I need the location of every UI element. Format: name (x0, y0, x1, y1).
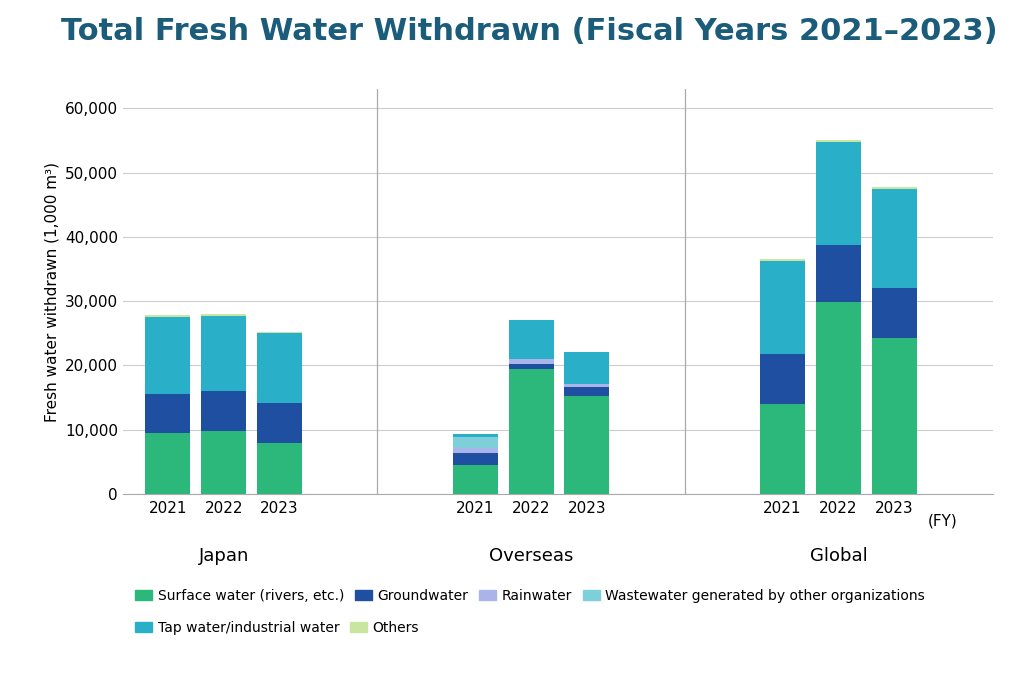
Bar (257, 333, 302, 403)
Bar (257, 332, 302, 333)
Bar (760, 404, 805, 494)
Bar (453, 465, 498, 494)
Bar (871, 338, 916, 494)
Text: Overseas: Overseas (488, 547, 573, 565)
Bar (257, 443, 302, 494)
Bar (453, 434, 498, 438)
Bar (145, 316, 190, 317)
Bar (145, 433, 190, 494)
Bar (871, 287, 916, 338)
Bar (145, 317, 190, 394)
Bar (257, 403, 302, 443)
Y-axis label: Fresh water withdrawn (1,000 m³): Fresh water withdrawn (1,000 m³) (44, 161, 59, 422)
Text: Global: Global (810, 547, 867, 565)
Text: (FY): (FY) (928, 513, 957, 528)
Bar (202, 391, 246, 431)
Bar (509, 368, 554, 494)
Bar (509, 359, 554, 364)
Bar (871, 189, 916, 287)
Bar (145, 394, 190, 433)
Bar (509, 320, 554, 359)
Bar (871, 187, 916, 189)
Bar (564, 384, 609, 388)
Bar (202, 316, 246, 391)
Bar (564, 388, 609, 397)
Bar (760, 259, 805, 261)
Bar (453, 453, 498, 465)
Legend: Tap water/industrial water, Others: Tap water/industrial water, Others (130, 615, 425, 641)
Bar (202, 431, 246, 494)
Bar (509, 364, 554, 368)
Bar (760, 354, 805, 404)
Bar (816, 140, 861, 142)
Text: Japan: Japan (199, 547, 249, 565)
Bar (202, 314, 246, 316)
Bar (760, 261, 805, 354)
Bar (453, 438, 498, 449)
Bar (816, 142, 861, 245)
Bar (816, 245, 861, 303)
Bar (453, 449, 498, 453)
Bar (564, 397, 609, 494)
Bar (564, 352, 609, 384)
Bar (816, 303, 861, 494)
Text: Total Fresh Water Withdrawn (Fiscal Years 2021–2023): Total Fresh Water Withdrawn (Fiscal Year… (61, 17, 998, 46)
